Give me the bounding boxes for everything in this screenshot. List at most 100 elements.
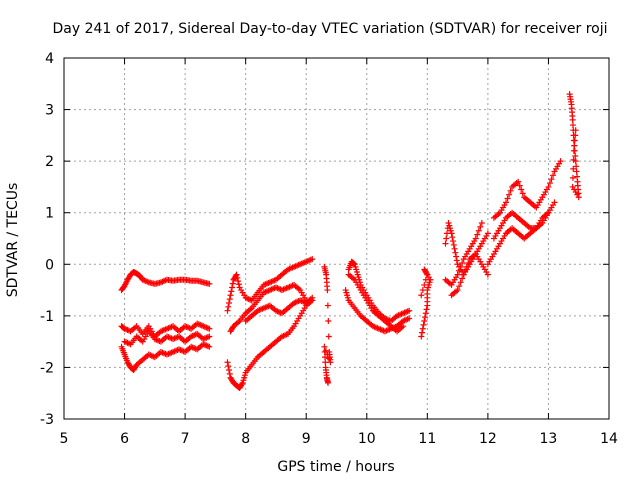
data-point: [228, 288, 235, 295]
data-point: [572, 132, 579, 139]
data-point: [324, 302, 331, 309]
data-point: [450, 241, 457, 248]
y-tick-labels: -3 -2 -1 0 1 2 3 4: [40, 51, 54, 428]
data-point: [459, 259, 466, 266]
data-point: [518, 186, 525, 193]
data-point: [226, 370, 233, 377]
data-point: [322, 347, 329, 354]
data-point: [224, 359, 231, 366]
data-point: [474, 231, 481, 238]
data-point: [574, 173, 581, 180]
data-point: [454, 287, 461, 294]
data-point: [419, 329, 426, 336]
data-point: [442, 240, 449, 247]
plot-frame: [63, 57, 610, 420]
data-point: [420, 321, 427, 328]
data-point: [325, 355, 332, 362]
data-point: [206, 333, 213, 340]
y-tick-label: 3: [45, 103, 54, 119]
data-point: [325, 333, 332, 340]
series-seg-12-13-c: [484, 209, 552, 268]
x-tick-label: 5: [60, 431, 69, 447]
data-point: [206, 280, 213, 287]
data-point: [571, 137, 578, 144]
data-point: [515, 178, 522, 185]
x-tick-label: 9: [302, 431, 311, 447]
series-seg-6-7-mid2: [121, 328, 213, 348]
data-point: [557, 158, 564, 165]
data-point: [504, 195, 511, 202]
y-tick-label: -2: [40, 360, 54, 376]
data-point: [516, 182, 523, 189]
data-point: [462, 267, 469, 274]
data-point: [227, 292, 234, 299]
data-point: [545, 209, 552, 216]
data-point: [443, 235, 450, 242]
data-point: [570, 156, 577, 163]
data-point: [321, 348, 328, 355]
x-tick-labels: 5 6 7 8 9 10 11 12 13 14: [60, 431, 618, 447]
data-point: [422, 310, 429, 317]
data-point: [325, 379, 332, 386]
data-point: [309, 256, 316, 263]
data-point: [321, 354, 328, 361]
data-point: [225, 303, 232, 310]
data-point: [569, 174, 576, 181]
data-point: [570, 165, 577, 172]
data-point: [477, 223, 484, 230]
data-point: [226, 367, 233, 374]
data-point: [569, 122, 576, 129]
x-tick-label: 8: [241, 431, 250, 447]
data-point: [325, 318, 332, 325]
data-point: [350, 260, 357, 267]
data-point: [309, 294, 316, 301]
data-point: [572, 127, 579, 134]
data-point: [324, 287, 331, 294]
y-tick-label: 0: [45, 257, 54, 273]
data-point: [456, 267, 463, 274]
x-tick-label: 12: [479, 431, 497, 447]
y-axis-label: SDTVAR / TECUs: [5, 183, 21, 298]
series-seg-6-7-mid1: [118, 320, 213, 340]
data-point: [448, 230, 455, 237]
data-point: [551, 199, 558, 206]
data-point: [569, 183, 576, 190]
series-seg-9.6-10.7-c: [345, 271, 407, 335]
data-point: [418, 333, 425, 340]
data-point: [225, 363, 232, 370]
chart-title: Day 241 of 2017, Sidereal Day-to-day VTE…: [52, 21, 607, 37]
data-point: [572, 152, 579, 159]
data-point: [206, 343, 213, 350]
data-point: [503, 199, 510, 206]
data-point: [571, 142, 578, 149]
data-point: [460, 271, 467, 278]
series-seg-12-13-a: [490, 158, 564, 221]
data-point: [548, 176, 555, 183]
data-point: [226, 299, 233, 306]
grid: [64, 58, 609, 419]
data-point: [321, 343, 328, 350]
data-point: [419, 287, 426, 294]
data-point: [238, 381, 245, 388]
x-tick-label: 14: [600, 431, 618, 447]
data-point: [235, 281, 242, 288]
data-point: [422, 314, 429, 321]
data-points: [118, 91, 582, 392]
data-point: [457, 263, 464, 270]
series-seg-13.5: [566, 91, 582, 201]
data-point: [234, 274, 241, 281]
data-point: [327, 359, 334, 366]
data-point: [224, 307, 231, 314]
data-point: [421, 318, 428, 325]
x-tick-label: 10: [358, 431, 376, 447]
data-point: [465, 259, 472, 266]
data-point: [226, 296, 233, 303]
data-point: [424, 271, 431, 278]
data-point: [506, 191, 513, 198]
data-point: [449, 234, 456, 241]
data-point: [570, 147, 577, 154]
data-point: [519, 190, 526, 197]
x-tick-label: 6: [120, 431, 129, 447]
series-seg-11.3-12-c: [448, 250, 491, 299]
y-tick-label: 1: [45, 206, 54, 222]
